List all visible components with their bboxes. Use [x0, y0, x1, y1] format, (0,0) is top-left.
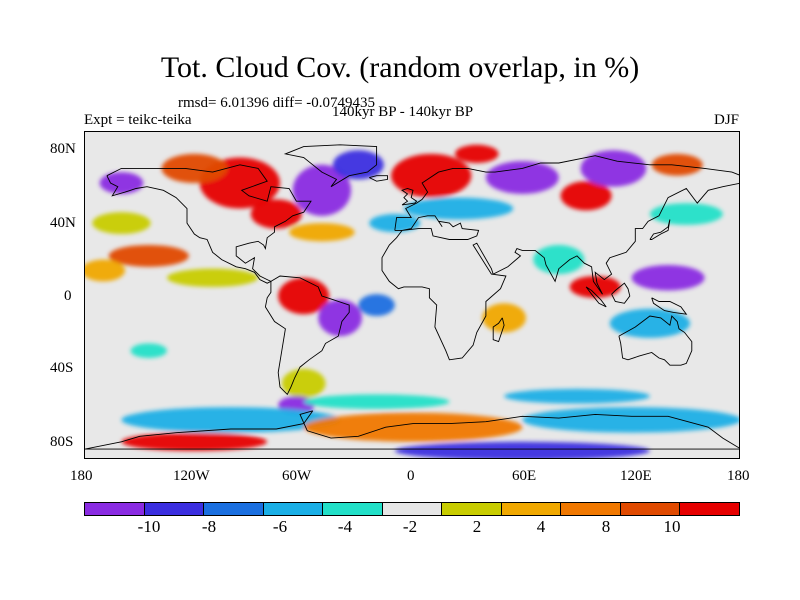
anomaly-region: [609, 308, 690, 338]
anomaly-region: [482, 303, 526, 333]
colorbar-swatch: [442, 503, 502, 515]
lon-tick-180w: 180: [70, 468, 93, 484]
lat-tick-80n: 80N: [50, 141, 76, 157]
colorbar-swatch: [680, 503, 740, 515]
lon-tick-0: 0: [407, 468, 415, 484]
lat-tick-40n: 40N: [50, 215, 76, 231]
anomaly-region: [161, 153, 228, 184]
anomaly-region: [121, 407, 341, 433]
anomaly-region: [649, 203, 723, 225]
anomaly-region: [332, 150, 384, 180]
colorbar-swatch: [85, 503, 145, 515]
anomaly-region: [303, 394, 450, 409]
anomaly-region: [394, 441, 650, 458]
colorbar-swatch: [323, 503, 383, 515]
map-title: Tot. Cloud Cov. (random overlap, in %): [160, 51, 640, 84]
colorbar-label: -2: [402, 517, 418, 536]
anomaly-region: [167, 268, 259, 287]
season-label: DJF: [713, 112, 739, 128]
lon-tick-180e: 180: [727, 468, 750, 484]
coastline: [85, 410, 739, 450]
anomaly-region: [651, 153, 703, 176]
anomaly-region: [292, 164, 352, 216]
colorbar-label: 10: [663, 517, 681, 536]
coastlines: [85, 144, 739, 450]
colorbar-label: 2: [472, 517, 482, 536]
anomaly-region: [358, 294, 395, 317]
colorbar-label: -6: [272, 517, 288, 536]
colorbar-swatch: [620, 503, 681, 515]
anomaly-region: [454, 144, 499, 163]
anomaly-region: [391, 153, 472, 198]
coastline: [492, 317, 505, 343]
colorbar-label: 4: [536, 517, 546, 536]
lat-tick-0: 0: [64, 288, 72, 304]
anomaly-region: [130, 343, 167, 358]
coastline: [611, 282, 631, 304]
anomaly-region: [303, 412, 523, 442]
coastline: [649, 219, 671, 240]
anomaly-region: [281, 368, 326, 399]
coastline: [264, 275, 350, 396]
anomaly-region: [569, 275, 621, 298]
colorbar-swatch: [501, 503, 562, 515]
colorbar-swatch: [144, 503, 205, 515]
coastline: [401, 188, 418, 206]
anomaly-region: [250, 199, 302, 229]
anomaly-region: [522, 407, 739, 433]
colorbar-swatch: [263, 503, 324, 515]
anomaly-region: [580, 150, 647, 187]
coastline: [106, 164, 312, 284]
lat-tick-80s: 80S: [50, 434, 74, 450]
map-canvas: [85, 144, 739, 458]
anomaly-region: [403, 197, 514, 220]
colorbar-label: 8: [601, 517, 611, 536]
anomaly-region: [533, 244, 585, 275]
lat-tick-40s: 40S: [50, 360, 74, 376]
lon-tick-60e: 60E: [512, 468, 537, 484]
coastline: [283, 144, 378, 188]
lon-tick-60w: 60W: [282, 468, 312, 484]
anomaly-region: [504, 388, 650, 404]
anomaly-region: [485, 161, 559, 194]
lon-tick-120w: 120W: [173, 468, 210, 484]
colorbar-swatch: [561, 503, 621, 515]
coastline: [618, 315, 693, 366]
lon-tick-120e: 120E: [620, 468, 652, 484]
map-panel: [84, 131, 740, 459]
anomaly-region: [99, 172, 144, 194]
colorbar-label: -10: [137, 517, 161, 536]
anomaly-region: [85, 259, 126, 282]
colorbar-swatch: [382, 503, 443, 515]
anomaly-region: [631, 265, 705, 291]
coastline: [651, 297, 688, 315]
anomaly-region: [318, 299, 362, 337]
colorbar-label: -8: [201, 517, 217, 536]
anomaly-region: [369, 214, 421, 233]
colorbar: [84, 502, 740, 516]
colorbar-swatch: [204, 503, 264, 515]
period-label: 140kyr BP - 140kyr BP: [332, 104, 474, 120]
coastline: [585, 286, 607, 308]
coastline: [369, 175, 388, 182]
anomaly-region: [289, 223, 355, 242]
anomaly-region: [121, 432, 268, 451]
anomaly-region: [108, 244, 189, 267]
stats-line: rmsd= 6.01396 diff= -0.0749435: [178, 95, 376, 111]
cloud-anomaly-field: [85, 144, 739, 458]
anomaly-region: [278, 277, 330, 315]
anomaly-region: [560, 181, 612, 211]
anomaly-region: [92, 212, 151, 235]
coastline: [381, 155, 739, 361]
experiment-label: Expt = teikc-teika: [84, 112, 192, 128]
colorbar-label: -4: [337, 517, 353, 536]
